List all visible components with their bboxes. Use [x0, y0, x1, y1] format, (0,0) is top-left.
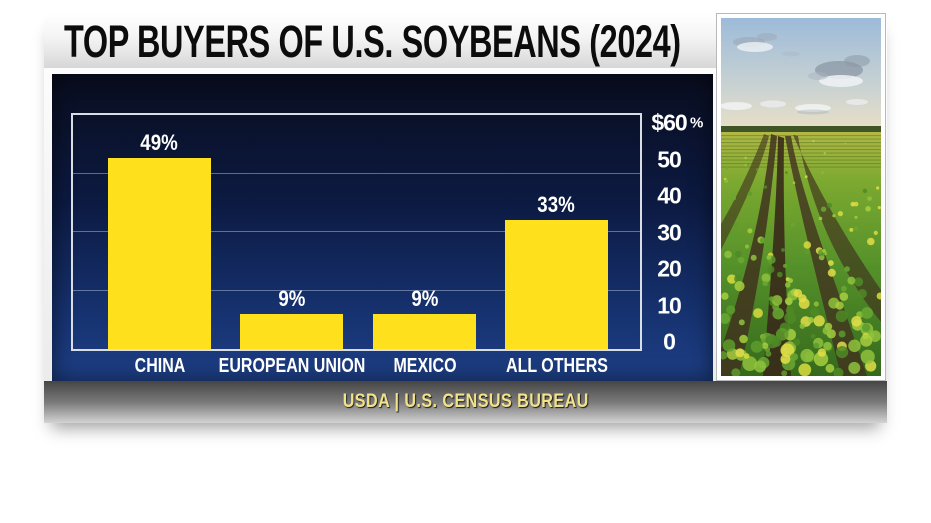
title-band: TOP BUYERS OF U.S. SOYBEANS (2024) [44, 13, 716, 68]
soybean-field-photo [716, 13, 886, 381]
tree-line [721, 126, 881, 132]
category-label-all-others: ALL OTHERS [505, 355, 608, 377]
y-tick-40: 40 [657, 182, 682, 209]
soybean-field-illustration [721, 18, 881, 376]
y-tick-20: 20 [657, 255, 682, 282]
y-tick-60: $60 [651, 109, 687, 136]
gridline [73, 231, 640, 232]
bar-value-label-china: 49% [140, 129, 179, 155]
bar-china [108, 157, 211, 349]
category-label-china: CHINA [134, 355, 185, 377]
y-tick-0: 0 [663, 328, 676, 355]
gridline [73, 289, 640, 291]
y-tick-30: 30 [657, 219, 682, 245]
category-label-european-union: EUROPEAN UNION [218, 355, 365, 377]
plot-area: 49% 9% 9% 33% [71, 113, 642, 351]
chart-panel: 49% 9% 9% 33% CHINA EUROPEAN UNION MEXICO ALL … [52, 74, 713, 381]
bar-value-label-mexico: 9% [410, 285, 439, 311]
y-axis: $60 50 40 30 20 10 0 [642, 74, 696, 381]
y-axis-unit-label: % [690, 114, 704, 132]
page-title: TOP BUYERS OF U.S. SOYBEANS (2024) [64, 16, 681, 67]
graphic-card: TOP BUYERS OF U.S. SOYBEANS (2024) 49% 9%… [44, 13, 887, 423]
clouds-icon [721, 33, 870, 115]
y-tick-10: 10 [657, 292, 682, 318]
bar-value-label-all-others: 33% [537, 192, 576, 218]
category-label-mexico: MEXICO [392, 355, 457, 377]
bar-mexico [373, 313, 476, 349]
x-axis-labels: CHINA EUROPEAN UNION MEXICO ALL OTHERS [73, 353, 640, 379]
bar-european-union [240, 313, 343, 349]
source-band: USDA | U.S. CENSUS BUREAU [44, 381, 887, 423]
bar-all-others [505, 220, 608, 349]
distant-crop-rows [721, 135, 881, 168]
crop-speckles [721, 140, 881, 376]
bar-value-label-european-union: 9% [277, 285, 306, 311]
gridline [73, 172, 640, 174]
y-tick-50: 50 [657, 146, 682, 172]
soil-furrows [721, 134, 881, 376]
source-text: USDA | U.S. CENSUS BUREAU [342, 391, 589, 412]
